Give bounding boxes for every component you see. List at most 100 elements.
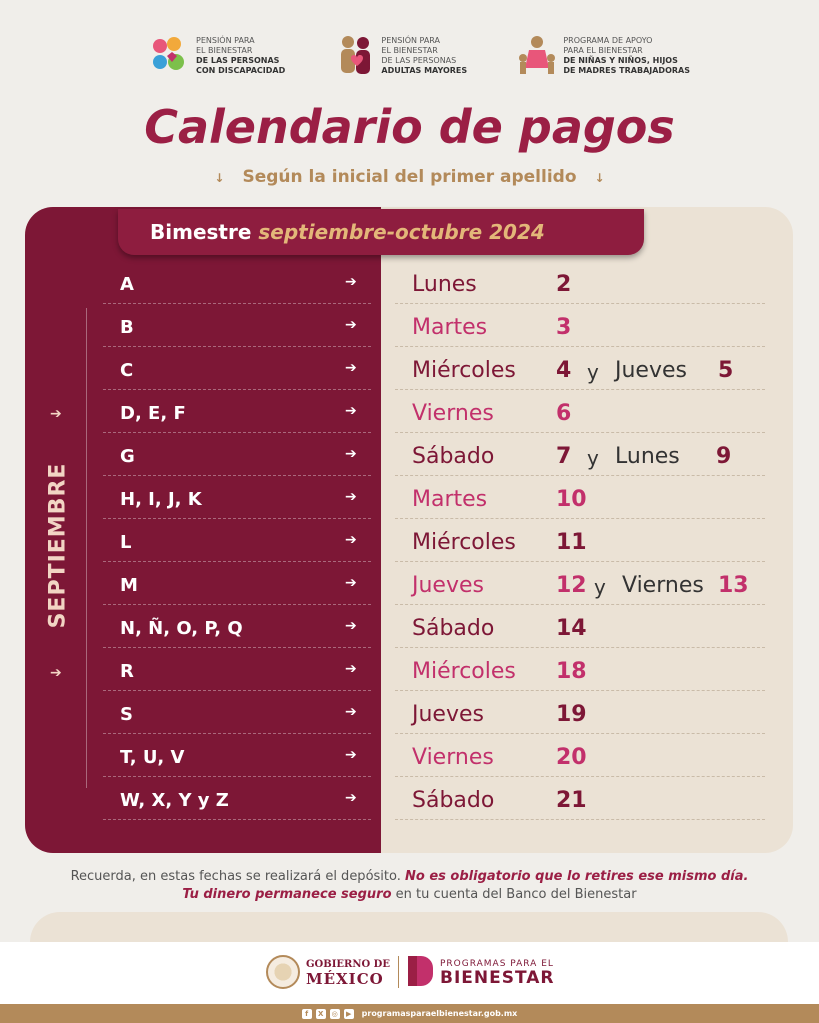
payment-date: 20 <box>556 745 587 770</box>
facebook-icon[interactable]: f <box>301 1008 312 1019</box>
payment-day: Sábado <box>412 788 495 813</box>
payment-date: 6 <box>556 401 572 426</box>
page-title: Calendario de pagos <box>144 100 675 154</box>
bien-line2: BIENESTAR <box>440 968 555 988</box>
bien-line1: PROGRAMAS PARA EL <box>440 959 554 969</box>
bimestre-banner: Bimestre septiembre-octubre 2024 <box>118 209 644 255</box>
payment-date: 18 <box>556 659 587 684</box>
bienestar-logo: PROGRAMAS PARA EL BIENESTAR <box>408 956 555 988</box>
row-divider <box>395 303 765 304</box>
connector: y <box>587 360 599 384</box>
gob-line1: GOBIERNO DE <box>306 959 390 970</box>
letters-column-bg <box>25 207 381 853</box>
payment-day-2: Viernes <box>622 573 704 598</box>
payment-date: 21 <box>556 788 587 813</box>
gob-line2: MÉXICO <box>306 970 384 988</box>
bienestar-mark-icon <box>408 956 434 986</box>
row-divider <box>395 346 765 347</box>
schedule-row: A ➔ Lunes 2 <box>0 265 819 308</box>
payment-day: Sábado <box>412 444 495 469</box>
row-divider <box>103 561 371 562</box>
payment-day: Miércoles <box>412 358 516 383</box>
row-divider <box>103 346 371 347</box>
payment-date: 4 <box>556 358 572 383</box>
surname-initials: N, Ñ, O, P, Q <box>120 618 243 639</box>
disability-pension-icon <box>153 37 184 70</box>
row-divider <box>395 819 765 820</box>
schedule-row: C ➔ Miércoles 4 y Jueves 5 <box>0 351 819 394</box>
schedule-row: G ➔ Sábado 7 y Lunes 9 <box>0 437 819 480</box>
arrow-right-icon: ➔ <box>345 489 357 505</box>
x-icon[interactable]: X <box>315 1008 326 1019</box>
logo-text-line: DE MADRES TRABAJADORAS <box>563 66 690 75</box>
payment-day: Jueves <box>412 573 484 598</box>
program-logos: PENSIÓN PARA EL BIENESTAR DE LAS PERSONA… <box>150 30 690 82</box>
payment-day: Viernes <box>412 745 494 770</box>
logo-adultos-mayores: PENSIÓN PARA EL BIENESTAR DE LAS PERSONA… <box>335 34 467 78</box>
payment-day: Lunes <box>412 272 477 297</box>
logo-text-line: CON DISCAPACIDAD <box>196 66 286 75</box>
row-divider <box>103 518 371 519</box>
surname-initials: S <box>120 704 133 725</box>
payment-day: Viernes <box>412 401 494 426</box>
website-link[interactable]: programasparaelbienestar.gob.mx <box>361 1009 518 1018</box>
connector: y <box>594 575 606 599</box>
logo-text-line: PENSIÓN PARA <box>381 36 441 45</box>
payment-date: 19 <box>556 702 587 727</box>
logo-text-line: PARA EL BIENESTAR <box>563 46 643 55</box>
arrow-right-icon: ➔ <box>345 747 357 763</box>
surname-initials: B <box>120 317 134 338</box>
mexico-seal-icon <box>266 955 300 989</box>
bottom-bar: f X ◎ ▶ programasparaelbienestar.gob.mx <box>0 1004 819 1023</box>
payment-date-2: 5 <box>718 358 734 383</box>
note-emphasis: No es obligatorio que lo retires ese mis… <box>405 869 749 884</box>
schedule-row: R ➔ Miércoles 18 <box>0 652 819 695</box>
youtube-icon[interactable]: ▶ <box>343 1008 354 1019</box>
payment-day: Martes <box>412 487 488 512</box>
calendar-card <box>25 207 793 853</box>
children-program-icon <box>519 36 556 74</box>
payment-date: 11 <box>556 530 587 555</box>
row-divider <box>103 776 371 777</box>
row-divider <box>395 690 765 691</box>
instagram-icon[interactable]: ◎ <box>329 1008 340 1019</box>
arrow-down-icon: ↓ <box>214 171 225 185</box>
logo-text-line: ADULTAS MAYORES <box>381 66 468 75</box>
surname-initials: T, U, V <box>120 747 185 768</box>
elderly-pension-icon <box>341 36 371 74</box>
footer: GOBIERNO DE MÉXICO PROGRAMAS PARA EL BIE… <box>0 942 819 1004</box>
payment-date: 14 <box>556 616 587 641</box>
schedule-row: D, E, F ➔ Viernes 6 <box>0 394 819 437</box>
arrow-right-icon: ➔ <box>345 532 357 548</box>
row-divider <box>395 561 765 562</box>
surname-initials: L <box>120 532 132 553</box>
arrow-right-icon: ➔ <box>345 575 357 591</box>
note-text: Recuerda, en estas fechas se realizará e… <box>70 869 405 884</box>
payment-day: Martes <box>412 315 488 340</box>
bimestre-period: septiembre-octubre 2024 <box>258 220 545 244</box>
schedule-row: M ➔ Jueves 12 y Viernes 13 <box>0 566 819 609</box>
row-divider <box>395 389 765 390</box>
connector: y <box>587 446 599 470</box>
row-divider <box>103 475 371 476</box>
row-divider <box>103 819 371 820</box>
payment-day: Sábado <box>412 616 495 641</box>
row-divider <box>395 647 765 648</box>
payment-day-2: Lunes <box>615 444 680 469</box>
row-divider <box>395 776 765 777</box>
payment-day-2: Jueves <box>615 358 687 383</box>
surname-initials: G <box>120 446 135 467</box>
row-divider <box>395 733 765 734</box>
arrow-right-icon: ➔ <box>345 704 357 720</box>
arrow-right-icon: ➔ <box>345 661 357 677</box>
schedule-row: S ➔ Jueves 19 <box>0 695 819 738</box>
row-divider <box>103 432 371 433</box>
surname-initials: C <box>120 360 134 381</box>
month-divider <box>86 308 87 788</box>
arrow-right-icon: ➔ <box>345 446 357 462</box>
row-divider <box>103 690 371 691</box>
logo-text-line: EL BIENESTAR <box>196 46 253 55</box>
arrow-right-icon: ➔ <box>345 317 357 333</box>
gobierno-logo: GOBIERNO DE MÉXICO <box>266 955 390 989</box>
surname-initials: D, E, F <box>120 403 186 424</box>
